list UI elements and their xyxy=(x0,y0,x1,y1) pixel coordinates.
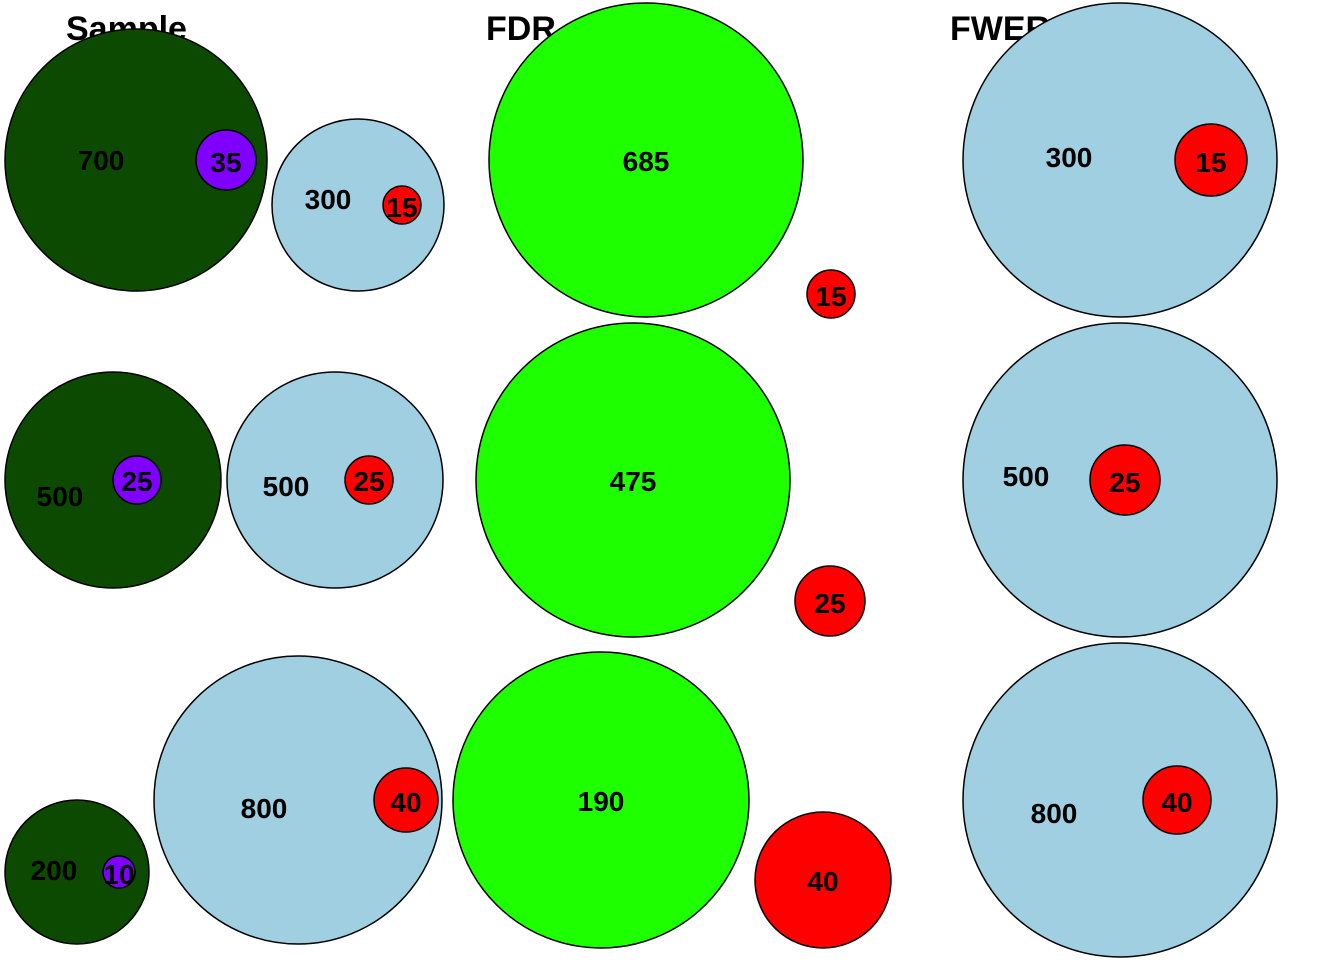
sample-null-count: 700 xyxy=(78,145,125,176)
sample-alt-count: 800 xyxy=(241,793,288,824)
fwer-circle xyxy=(962,642,1278,958)
fwer-count: 300 xyxy=(1046,142,1093,173)
fwer-circle xyxy=(962,2,1278,318)
sample-null-rejected-count: 35 xyxy=(210,147,241,178)
fdr-false-discovery-count: 15 xyxy=(815,281,846,312)
sample-alt-circle xyxy=(271,118,445,292)
fdr-false-discovery-circle xyxy=(794,565,866,637)
sample-null-rejected-circle xyxy=(195,129,257,191)
fwer-error-circle xyxy=(1089,444,1161,516)
sample-alt-count: 500 xyxy=(263,471,310,502)
sample-null-rejected-count: 25 xyxy=(121,466,152,497)
sample-null-circle xyxy=(4,28,268,292)
sample-null-count: 500 xyxy=(37,481,84,512)
sample-alt-rejected-count: 25 xyxy=(353,466,384,497)
fdr-false-discovery-circle xyxy=(806,269,856,319)
fwer-error-count: 25 xyxy=(1109,467,1140,498)
sample-alt-circle xyxy=(226,371,444,589)
row-1: 700 35 300 15 685 15 300 15 xyxy=(4,2,1278,319)
sample-alt-rejected-circle xyxy=(373,767,439,833)
sample-alt-rejected-circle xyxy=(344,455,394,505)
row-3: 200 10 800 40 190 40 800 40 xyxy=(4,642,1278,958)
fwer-count: 800 xyxy=(1031,798,1078,829)
fdr-null-count: 685 xyxy=(623,146,670,177)
sample-null-rejected-circle xyxy=(102,855,136,889)
sample-null-rejected-count: 10 xyxy=(103,859,134,890)
sample-alt-rejected-circle xyxy=(382,185,422,225)
fdr-null-circle xyxy=(475,322,791,638)
fdr-false-discovery-count: 40 xyxy=(807,866,838,897)
sample-null-rejected-circle xyxy=(112,455,162,505)
fwer-count: 500 xyxy=(1003,461,1050,492)
sample-alt-rejected-count: 40 xyxy=(390,787,421,818)
fwer-error-circle xyxy=(1142,765,1212,835)
fdr-null-count: 190 xyxy=(578,786,625,817)
row-2: 500 25 500 25 475 25 500 25 xyxy=(4,322,1278,638)
fdr-false-discovery-circle xyxy=(754,811,892,949)
sample-null-count: 200 xyxy=(31,855,78,886)
fdr-null-circle xyxy=(452,651,750,949)
sample-alt-circle xyxy=(153,655,443,945)
sample-null-circle xyxy=(4,799,150,945)
fdr-null-count: 475 xyxy=(610,466,657,497)
fdr-false-discovery-count: 25 xyxy=(814,588,845,619)
fwer-error-count: 40 xyxy=(1161,787,1192,818)
sample-alt-count: 300 xyxy=(305,184,352,215)
fwer-error-circle xyxy=(1174,123,1248,197)
sample-alt-rejected-count: 15 xyxy=(386,192,417,223)
fwer-error-count: 15 xyxy=(1195,147,1226,178)
fdr-null-circle xyxy=(488,2,804,318)
